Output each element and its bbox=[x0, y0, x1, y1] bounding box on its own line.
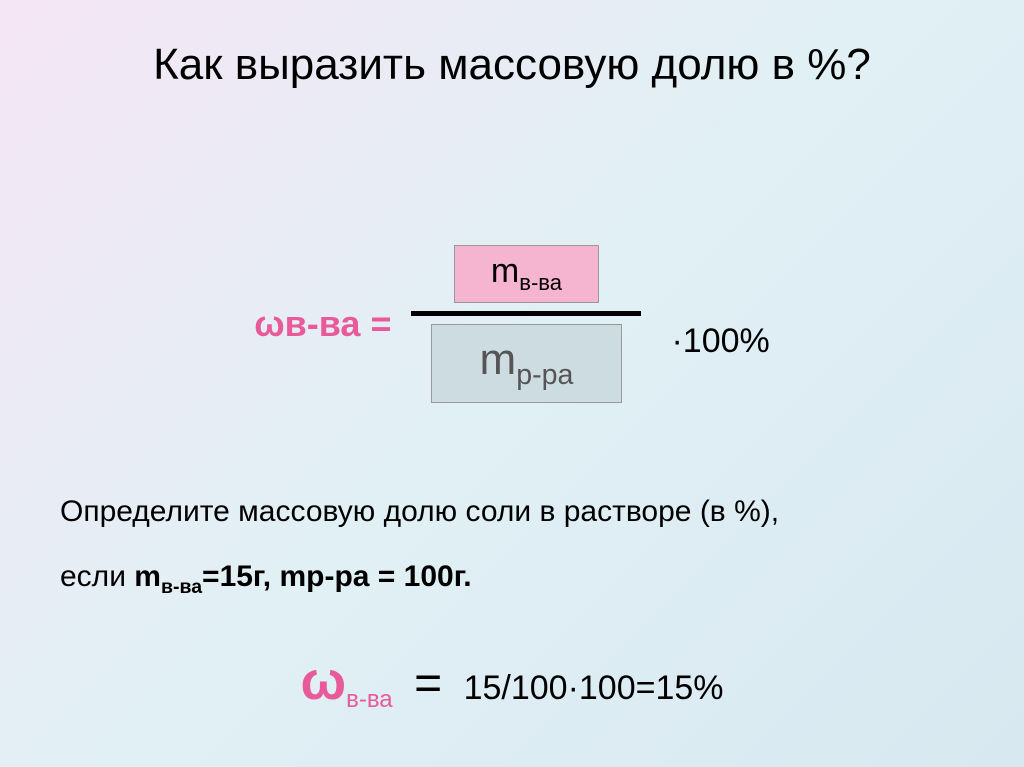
denominator-m: m bbox=[480, 335, 517, 384]
problem-prefix: если bbox=[60, 560, 134, 593]
numerator-m: m bbox=[491, 252, 519, 290]
problem-line1: Определите массовую долю соли в растворе… bbox=[60, 495, 779, 529]
omega-symbol: ω bbox=[254, 303, 284, 344]
omega-equals: = bbox=[360, 303, 391, 344]
numerator-sub: в-ва bbox=[519, 270, 562, 295]
omega-subscript: в-ва bbox=[285, 303, 361, 344]
problem-line2: если mв-ва=15г, mр-ра = 100г. bbox=[60, 560, 472, 599]
numerator-box: mв-ва bbox=[454, 245, 599, 303]
answer-equals: = bbox=[414, 657, 442, 710]
fraction: mв-ва mр-ра bbox=[411, 245, 641, 403]
fraction-bar bbox=[411, 311, 641, 316]
omega-left: ωв-ва = bbox=[254, 303, 391, 345]
denominator-sub: р-ра bbox=[516, 359, 573, 391]
m1-val: =15г, mр-ра = 100г. bbox=[202, 560, 472, 593]
m1: m bbox=[134, 560, 161, 593]
denominator-box: mр-ра bbox=[431, 324, 623, 403]
formula-region: ωв-ва = mв-ва mр-ра ·100% bbox=[0, 245, 1024, 403]
problem-given: mв-ва=15г, mр-ра = 100г. bbox=[134, 560, 471, 593]
answer-omega-sub: в-ва bbox=[346, 686, 393, 713]
answer-region: ωв-ва = 15/100·100=15% bbox=[0, 650, 1024, 714]
slide-title: Как выразить массовую долю в %? bbox=[0, 40, 1024, 90]
answer-calc: 15/100·100=15% bbox=[454, 669, 723, 707]
answer-omega: ω bbox=[300, 651, 346, 711]
times-100: ·100% bbox=[671, 322, 769, 361]
m1-sub: в-ва bbox=[161, 576, 202, 598]
